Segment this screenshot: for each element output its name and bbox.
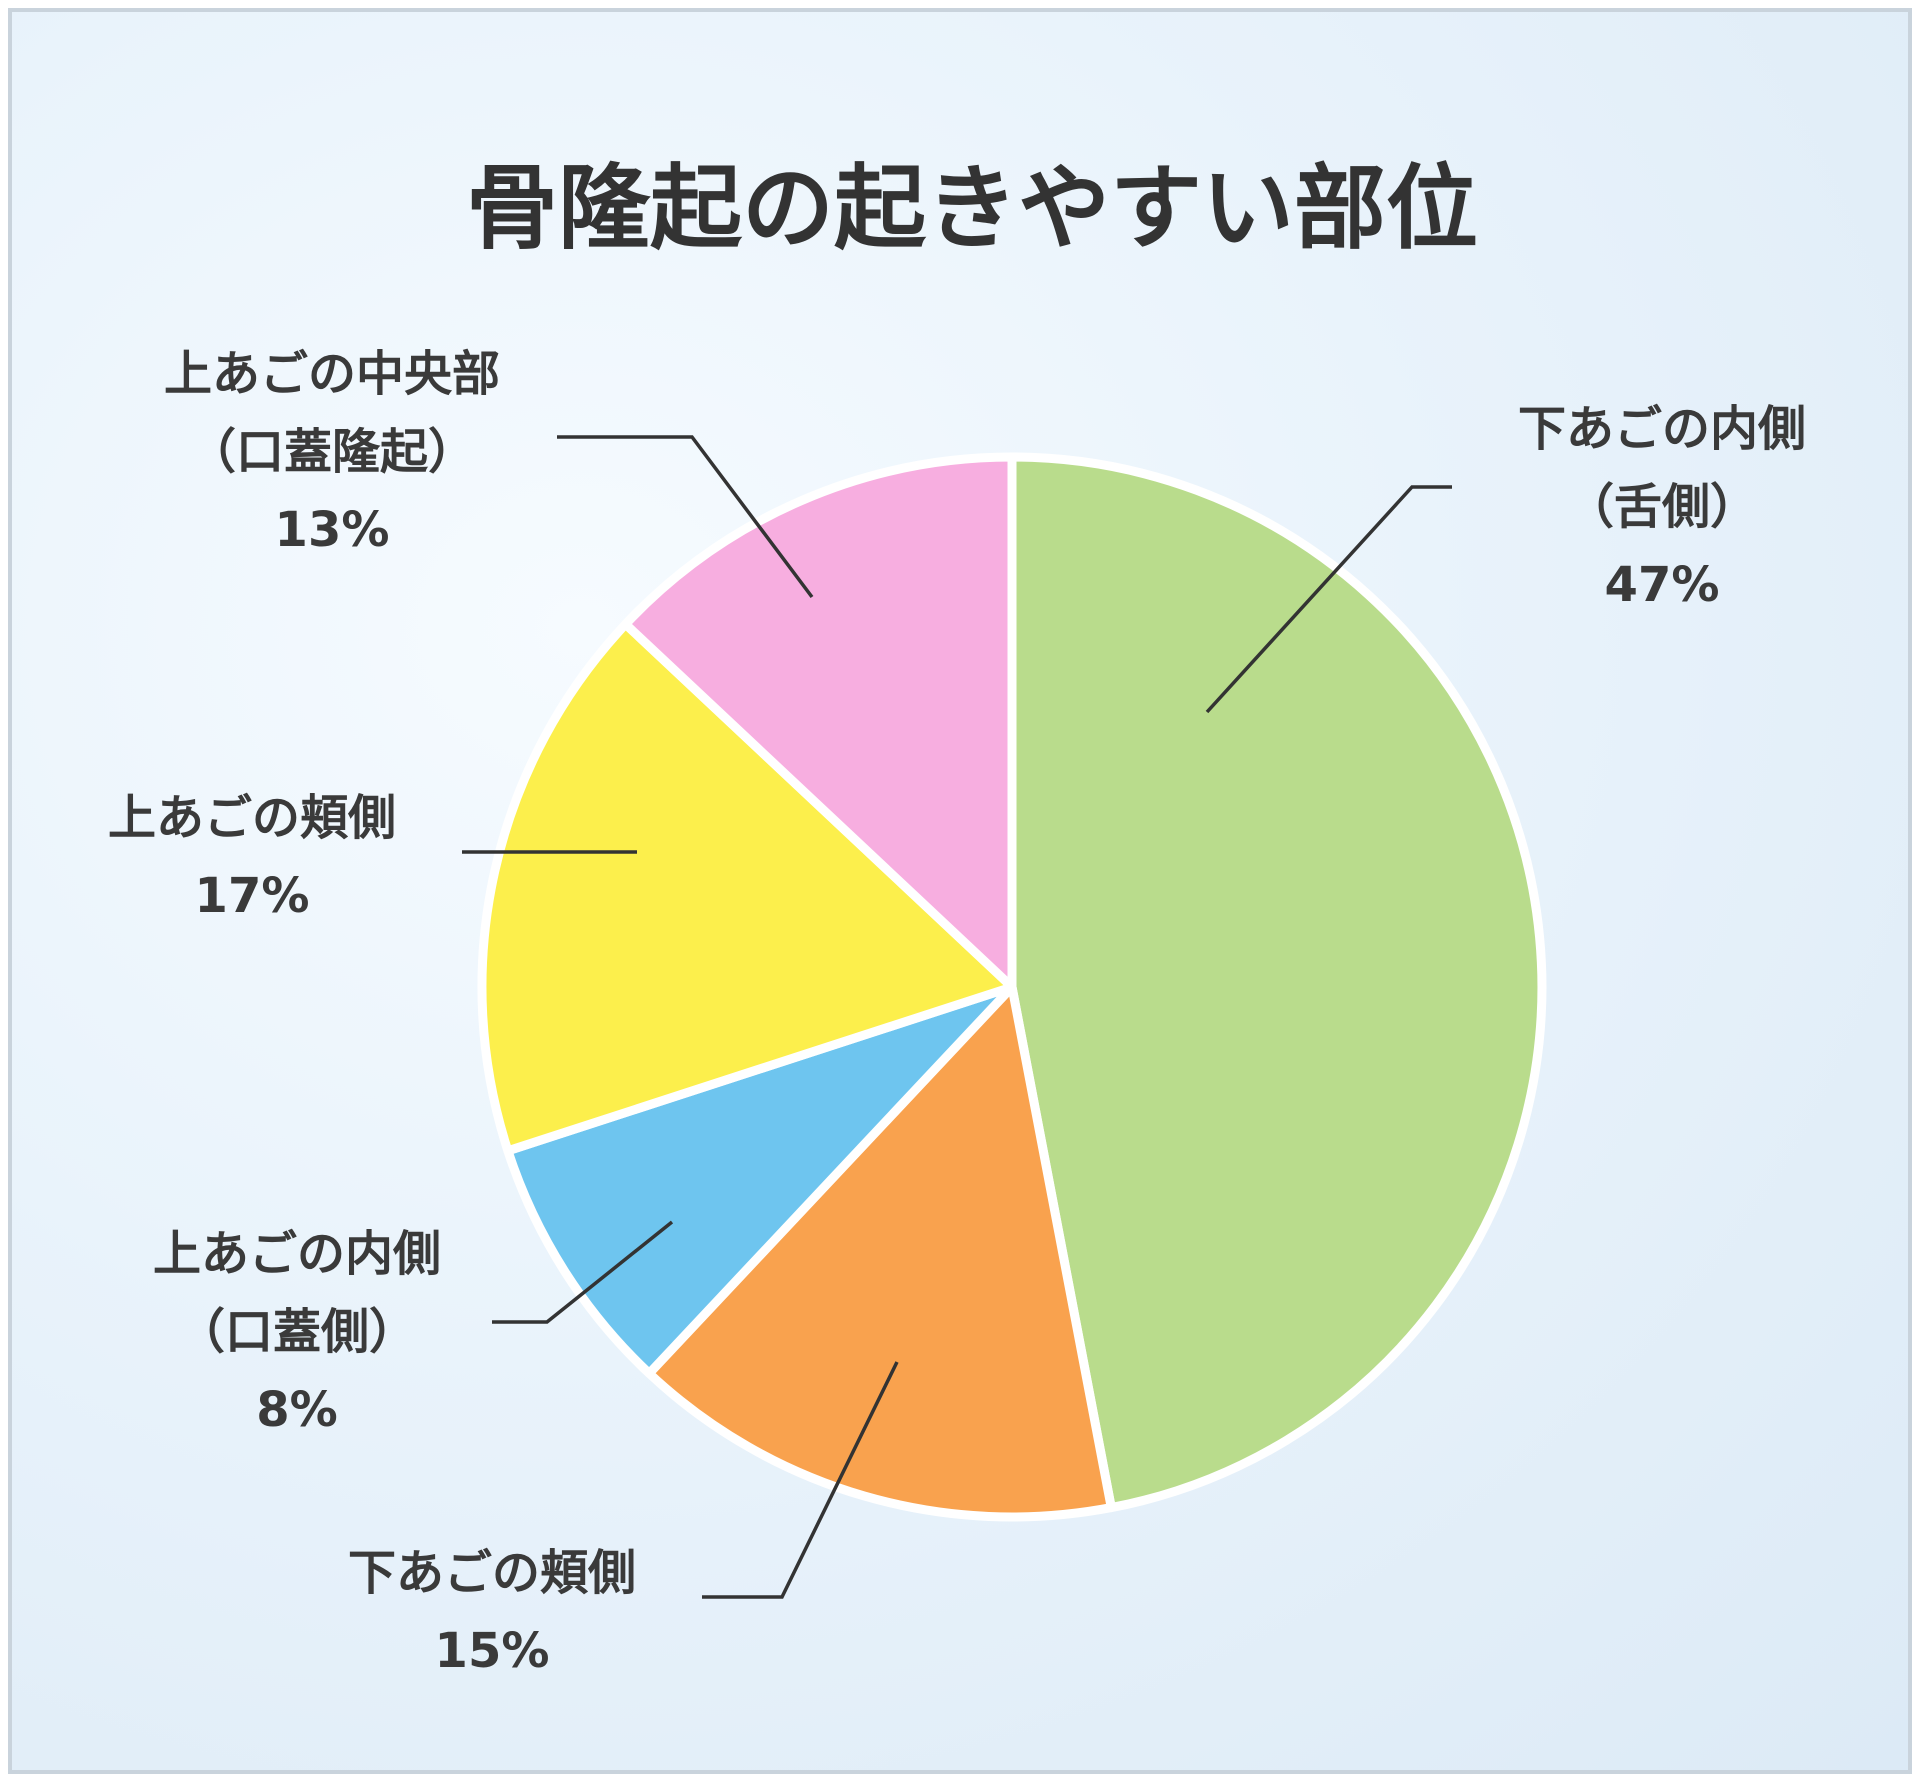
slice-value-label-4: 17%: [195, 868, 310, 924]
slice-sublabel-1: （舌側）: [1566, 479, 1758, 535]
slice-label-4: 上あごの頬側: [108, 790, 396, 846]
slice-value-label-2: 15%: [435, 1623, 550, 1679]
pie-slice-1: [1007, 452, 1547, 1513]
pie-slice-3: [503, 982, 1017, 1378]
slice-label-5: 上あごの中央部: [164, 346, 500, 402]
pie-chart: 骨隆起の起きやすい部位 下あごの内側 （舌側） 47% 下あごの頬側 15% 上あごの内側…: [108, 155, 1806, 1679]
leader-line-1: [1205, 485, 1452, 714]
pie-slices: [477, 452, 1547, 1522]
slice-value-label-1: 47%: [1605, 557, 1720, 613]
leader-lines: [462, 435, 1452, 1599]
chart-frame: 骨隆起の起きやすい部位 下あごの内側 （舌側） 47% 下あごの頬側 15% 上あごの内側…: [8, 8, 1912, 1774]
chart-title: 骨隆起の起きやすい部位: [466, 155, 1478, 262]
slice-labels: 下あごの内側 （舌側） 47% 下あごの頬側 15% 上あごの内側 （口蓋側） 8% 上あごの頬…: [108, 346, 1806, 1679]
slice-sublabel-3: （口蓋側）: [177, 1304, 417, 1360]
slice-label-2: 下あごの頬側: [348, 1545, 636, 1601]
slice-value-label-3: 8%: [256, 1382, 338, 1438]
slice-value-label-5: 13%: [275, 502, 390, 558]
leader-line-5: [557, 435, 814, 599]
slice-sublabel-5: （口蓋隆起）: [188, 424, 476, 480]
slice-label-3: 上あごの内側: [153, 1226, 441, 1282]
pie-slice-4: [477, 619, 1017, 1156]
leader-line-3: [492, 1220, 674, 1324]
slice-label-1: 下あごの内側: [1518, 401, 1806, 457]
leader-line-2: [702, 1361, 899, 1599]
pie-slice-5: [621, 452, 1017, 992]
pie-slice-2: [644, 982, 1116, 1522]
